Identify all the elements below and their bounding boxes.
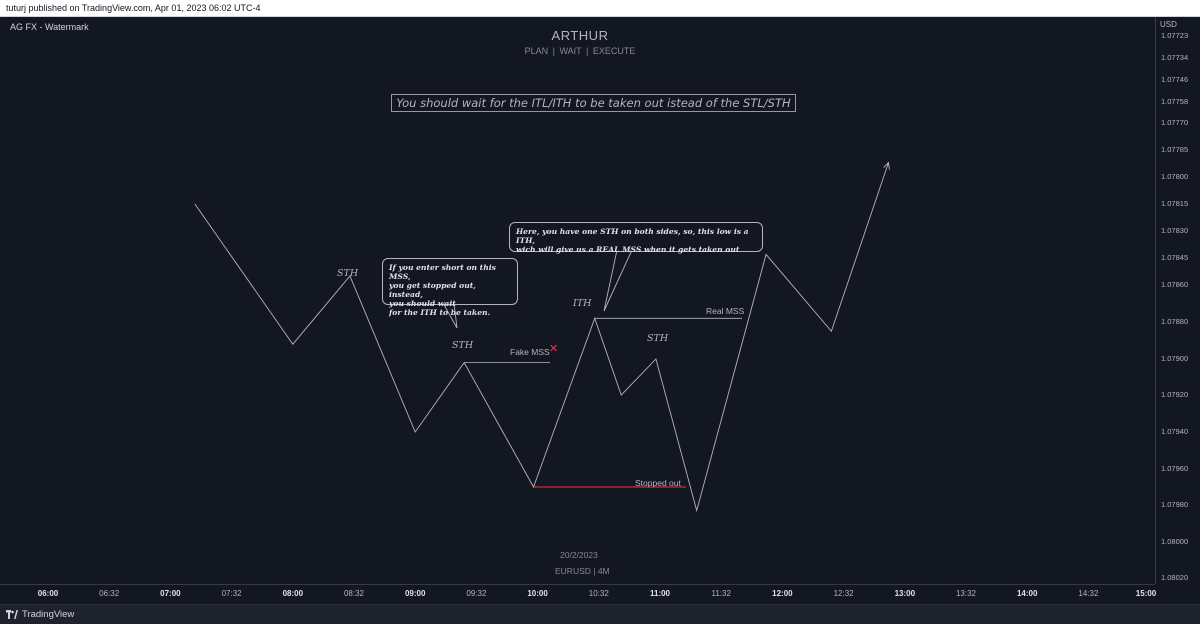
label-sth-3: STH bbox=[647, 333, 669, 344]
price-chart bbox=[194, 161, 890, 513]
time-tick: 06:32 bbox=[99, 589, 120, 598]
price-tick: 1.08020 bbox=[1161, 573, 1189, 582]
price-tick: 1.07770 bbox=[1161, 118, 1189, 127]
time-tick: 07:00 bbox=[160, 589, 181, 598]
time-tick: 14:32 bbox=[1078, 589, 1099, 598]
time-tick: 15:00 bbox=[1135, 589, 1157, 598]
time-axis[interactable]: 06:00 06:32 07:00 07:32 08:00 08:32 09:00 09:32… bbox=[0, 584, 1157, 604]
price-tick: 1.07880 bbox=[1161, 317, 1189, 326]
label-sth-2: STH bbox=[452, 340, 474, 351]
fake-mss-x-icon: ✕ bbox=[549, 343, 559, 355]
price-tick: 1.07758 bbox=[1161, 97, 1189, 106]
price-tick: 1.07900 bbox=[1161, 354, 1189, 363]
time-tick: 08:00 bbox=[282, 589, 304, 598]
bottom-symbol: EURUSD | 4M bbox=[555, 566, 610, 576]
chart-title: ARTHUR bbox=[551, 28, 609, 43]
price-tick: 1.07734 bbox=[1161, 53, 1189, 62]
price-path-line bbox=[194, 162, 889, 513]
headline-note: You should wait for the ITL/ITH to be ta… bbox=[391, 94, 796, 112]
price-tick: 1.07860 bbox=[1161, 280, 1189, 289]
price-tick: 1.07920 bbox=[1161, 390, 1189, 399]
price-axis[interactable]: USD 1.07723 1.07734 1.07746 1.07758 1.07… bbox=[1155, 17, 1200, 584]
price-tick: 1.07785 bbox=[1161, 145, 1189, 154]
footer-brand[interactable]: TradingView bbox=[22, 609, 75, 620]
price-tick: 1.07746 bbox=[1161, 75, 1189, 84]
price-tick: 1.07960 bbox=[1161, 464, 1189, 473]
bottom-date: 20/2/2023 bbox=[560, 550, 598, 560]
time-tick: 14:00 bbox=[1016, 589, 1038, 598]
time-tick: 12:32 bbox=[833, 589, 854, 598]
time-tick: 10:00 bbox=[527, 589, 548, 598]
time-tick: 11:32 bbox=[711, 589, 731, 598]
time-tick: 12:00 bbox=[772, 589, 793, 598]
time-tick: 06:00 bbox=[37, 589, 59, 598]
price-tick: 1.07830 bbox=[1161, 226, 1189, 235]
published-header: tuturj published on TradingView.com, Apr… bbox=[0, 0, 1200, 17]
label-real-mss: Real MSS bbox=[706, 306, 745, 316]
price-tick: 1.07940 bbox=[1161, 427, 1189, 436]
time-tick: 10:32 bbox=[588, 589, 609, 598]
time-tick: 07:32 bbox=[221, 589, 242, 598]
footer-bar: TradingView bbox=[0, 604, 1200, 624]
price-tick: 1.08000 bbox=[1161, 537, 1189, 546]
price-tick: 1.07815 bbox=[1161, 199, 1189, 208]
price-tick: 1.07980 bbox=[1161, 500, 1189, 509]
time-tick: 11:00 bbox=[649, 589, 671, 598]
callout-right-pointer bbox=[603, 249, 633, 312]
chart-area[interactable]: AG FX - Watermark bbox=[0, 17, 1155, 584]
chart-subtitle: PLAN | WAIT | EXECUTE bbox=[524, 46, 636, 56]
time-tick: 08:32 bbox=[343, 589, 365, 598]
callout-left-pointer bbox=[442, 302, 458, 329]
label-ith: ITH bbox=[573, 298, 592, 309]
time-tick: 13:00 bbox=[894, 589, 916, 598]
symbol-label: AG FX - Watermark bbox=[10, 22, 89, 32]
price-tick: 1.07845 bbox=[1161, 253, 1189, 262]
time-tick: 09:00 bbox=[404, 589, 426, 598]
time-tick: 13:32 bbox=[955, 589, 977, 598]
price-tick: 1.07723 bbox=[1161, 31, 1189, 40]
price-tick: 1.07800 bbox=[1161, 172, 1189, 181]
time-tick: 09:32 bbox=[466, 589, 487, 598]
price-axis-unit: USD bbox=[1160, 20, 1177, 29]
label-fake-mss: Fake MSS bbox=[510, 347, 550, 357]
label-stopped-out: Stopped out bbox=[635, 478, 681, 488]
arrow-up-right-icon bbox=[883, 161, 890, 170]
callout-left: If you enter short on this MSS, you get … bbox=[382, 258, 518, 317]
tradingview-logo-icon bbox=[6, 610, 18, 619]
callout-right: Here, you have one STH on both sides, so… bbox=[509, 222, 763, 254]
label-sth-1: STH bbox=[337, 268, 359, 279]
